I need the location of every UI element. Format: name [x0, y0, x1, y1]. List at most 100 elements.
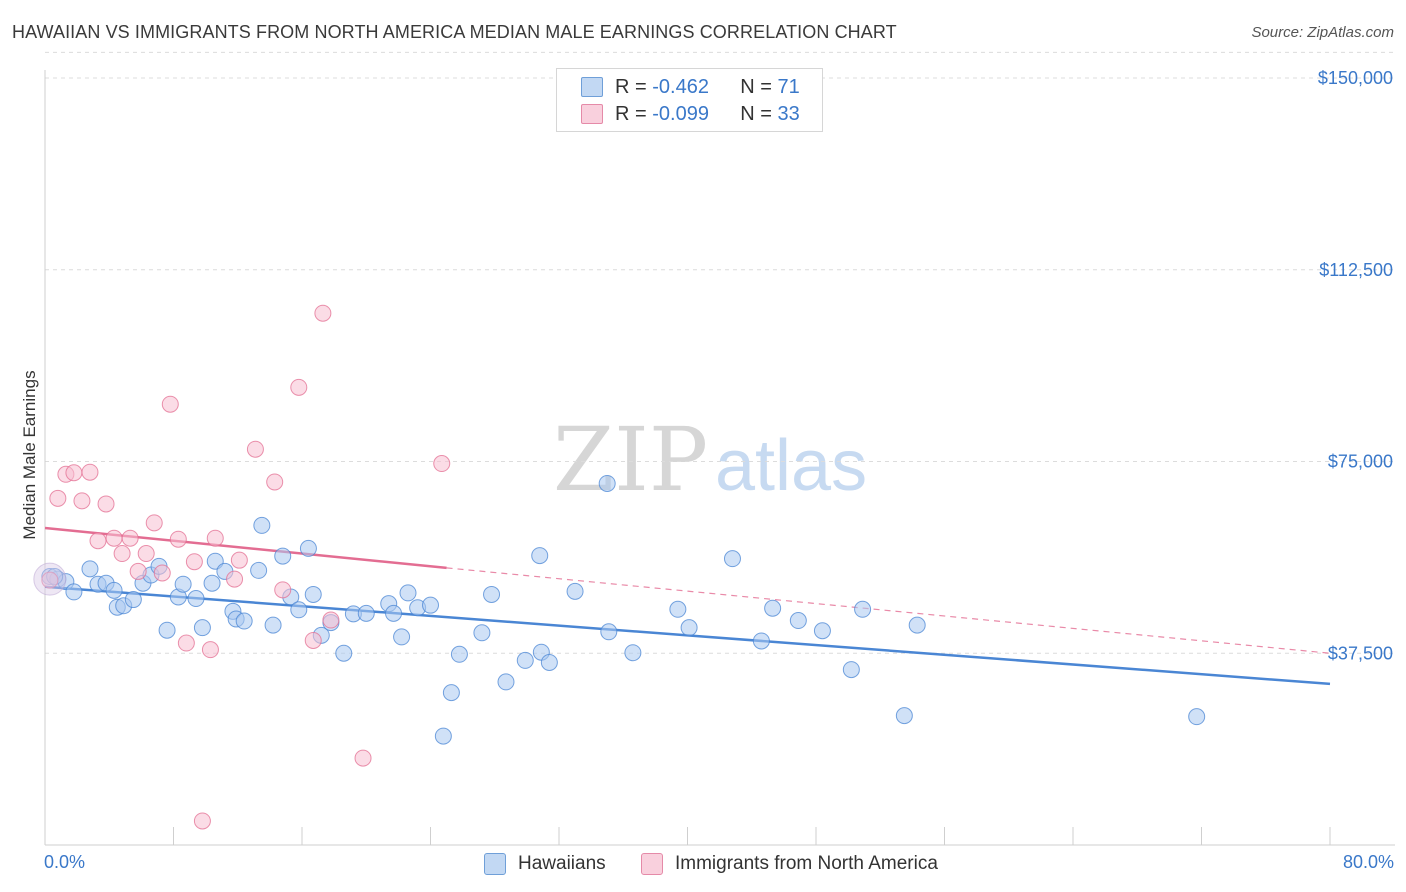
immigrant-point: [105, 529, 123, 547]
watermark-atlas: atlas: [715, 426, 867, 506]
hawaiian-point: [385, 604, 403, 622]
hawaiian-point: [669, 600, 687, 618]
legend-swatch-blue: [581, 77, 603, 97]
immigrant-point: [41, 571, 59, 589]
x-tick-label-max: 80.0%: [1342, 852, 1394, 872]
immigrant-point: [121, 529, 139, 547]
hawaiian-point: [497, 673, 515, 691]
immigrant-point: [65, 464, 83, 482]
bottom-legend-hawaiians: Hawaiians: [484, 851, 606, 877]
legend-row-immigrants: R = -0.099 N = 33: [581, 102, 800, 126]
immigrant-point: [274, 581, 292, 599]
hawaiian-point: [442, 684, 460, 702]
immigrant-point: [314, 304, 332, 322]
immigrant-point: [129, 562, 147, 580]
legend-n-value: 33: [777, 102, 800, 125]
y-tick-label: $37,500: [1328, 643, 1393, 663]
hawaiian-point: [516, 651, 534, 669]
hawaiian-point: [105, 581, 123, 599]
bottom-legend-label: Hawaiians: [518, 853, 606, 874]
y-axis-title: Median Male Earnings: [20, 370, 39, 539]
hawaiian-point: [566, 582, 584, 600]
data-points: [33, 304, 1206, 830]
hawaiian-point: [299, 539, 317, 557]
axes: [44, 70, 1395, 846]
immigrant-point: [304, 631, 322, 649]
immigrant-point: [177, 634, 195, 652]
y-tick-label: $75,000: [1328, 452, 1393, 472]
hawaiian-point: [723, 550, 741, 568]
hawaiian-point: [483, 585, 501, 603]
hawaiian-point: [422, 596, 439, 614]
hawaiian-point: [158, 621, 176, 639]
hawaiian-point: [357, 604, 375, 622]
hawaiian-point: [752, 632, 770, 650]
y-tick-label: $150,000: [1318, 68, 1393, 88]
bottom-legend-immigrants: Immigrants from North America: [641, 851, 938, 877]
bottom-legend-swatch-pink: [641, 853, 663, 875]
hawaiian-point: [250, 561, 268, 579]
hawaiian-point: [908, 616, 926, 634]
chart-title: HAWAIIAN VS IMMIGRANTS FROM NORTH AMERIC…: [12, 22, 897, 42]
legend-r-value: -0.462: [652, 75, 709, 98]
hawaiian-point: [124, 591, 142, 609]
immigrant-point: [322, 611, 340, 629]
hawaiian-point: [1188, 708, 1206, 726]
immigrant-point: [290, 378, 308, 396]
immigrant-point: [266, 473, 284, 491]
immigrant-point: [137, 545, 155, 563]
hawaiian-point: [813, 622, 831, 640]
hawaiian-point: [203, 574, 221, 592]
hawaiian-point: [450, 645, 468, 663]
immigrant-point: [73, 492, 91, 510]
overlap-point: [33, 562, 67, 596]
watermark: ZIP atlas: [553, 408, 867, 511]
hawaiian-point: [842, 661, 860, 679]
immigrant-trend-line-extrapolated: [446, 567, 1331, 654]
hawaiian-point: [290, 601, 308, 619]
x-tick-label-min: 0.0%: [44, 852, 86, 872]
legend-n-value: 71: [777, 75, 800, 98]
immigrant-point: [226, 570, 244, 588]
y-tick-label: $112,500: [1319, 260, 1393, 280]
immigrant-point: [230, 551, 248, 569]
legend-r-value: -0.099: [652, 102, 709, 125]
hawaiian-point: [531, 547, 549, 565]
hawaiian-point: [335, 644, 353, 662]
legend-swatch-pink: [581, 104, 603, 124]
bottom-legend-swatch-blue: [484, 853, 506, 875]
source-label: Source: ZipAtlas.com: [1251, 24, 1394, 41]
hawaiian-point: [264, 616, 282, 634]
bottom-legend-label: Immigrants from North America: [675, 853, 938, 874]
immigrant-point: [145, 514, 163, 532]
grid-lines: [45, 51, 1395, 654]
immigrant-point: [193, 812, 211, 830]
hawaiian-point: [399, 584, 417, 602]
hawaiian-point: [473, 624, 491, 642]
hawaiian-point: [764, 599, 782, 617]
legend-n-label: N =: [740, 75, 778, 98]
hawaiian-point: [600, 623, 618, 641]
hawaiian-point: [895, 707, 913, 725]
hawaiian-point: [253, 516, 271, 534]
immigrant-point: [89, 532, 107, 550]
immigrant-point: [81, 463, 99, 481]
hawaiian-point: [174, 575, 192, 593]
correlation-legend: R = -0.462 N = 71 R = -0.099 N = 33: [556, 68, 823, 132]
immigrant-point: [246, 440, 264, 458]
hawaiian-point: [854, 600, 872, 618]
hawaiian-point: [81, 560, 99, 578]
watermark-zip: ZIP: [553, 408, 708, 511]
immigrant-point: [153, 564, 171, 582]
legend-r-label: R =: [615, 75, 653, 98]
hawaiian-point: [274, 547, 292, 565]
hawaiian-point: [680, 619, 698, 637]
hawaiian-point: [540, 653, 558, 671]
hawaiian-point: [235, 612, 253, 630]
immigrant-point: [49, 489, 67, 507]
hawaiian-point: [789, 612, 807, 630]
legend-r-label: R =: [615, 102, 653, 125]
immigrant-point: [169, 530, 187, 548]
hawaiian-point: [65, 583, 83, 601]
immigrant-point: [433, 455, 451, 473]
